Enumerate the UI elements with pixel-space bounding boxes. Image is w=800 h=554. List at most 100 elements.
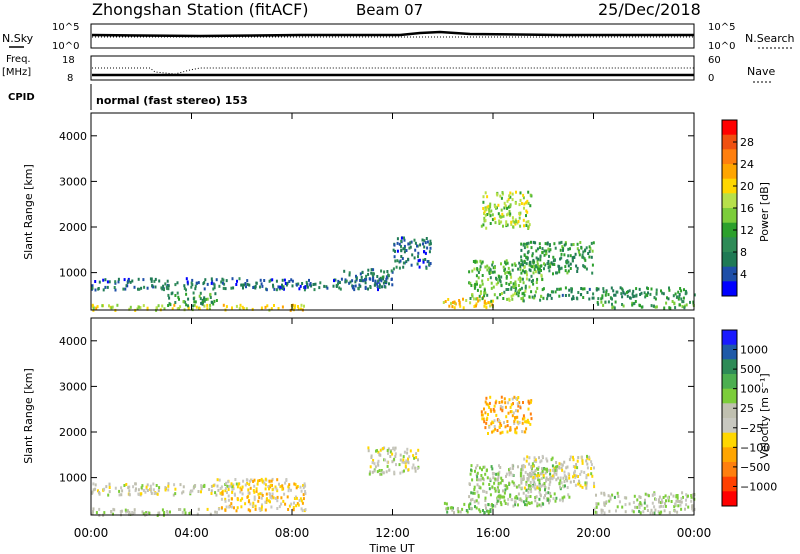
power-cell [560, 240, 563, 244]
velocity-cell [510, 403, 513, 407]
velocity-cell [495, 399, 498, 403]
velocity-cell [654, 498, 657, 501]
velocity-cell [551, 464, 554, 468]
power-cell [483, 301, 486, 305]
power-cell [524, 284, 527, 288]
power-cell [581, 253, 584, 257]
velocity-cell [595, 502, 598, 506]
velocity-cell [378, 469, 381, 472]
velocity-cell [541, 483, 544, 487]
velocity-cell [463, 502, 466, 506]
power-cell [304, 286, 307, 290]
nsky-panel: N.Sky 10^5 10^0 10^5 10^0 N.Search [2, 22, 795, 52]
power-cell [645, 293, 648, 297]
power-cell [528, 285, 531, 289]
velocity-cell [189, 510, 192, 514]
velocity-cell [501, 405, 504, 409]
velocity-cell [543, 467, 546, 470]
power-cell [230, 286, 233, 290]
velocity-cell [489, 395, 492, 399]
velocity-cell [490, 465, 493, 469]
velocity-cell [691, 504, 694, 508]
power-cell [403, 244, 406, 248]
power-cell [323, 284, 326, 288]
power-cell [473, 267, 476, 271]
power-cell [393, 243, 396, 247]
power-cell [309, 283, 312, 287]
velocity-cell [394, 446, 397, 450]
power-cell [394, 249, 396, 253]
power-cell [685, 289, 687, 293]
velocity-cell [141, 484, 144, 488]
colorbar-segment [722, 462, 737, 478]
power-cell [511, 198, 514, 202]
velocity-cell [624, 503, 627, 507]
power-cell [483, 294, 486, 298]
velocity-cell [511, 480, 514, 484]
velocity-cell [531, 477, 534, 481]
velocity-cell [95, 511, 98, 515]
velocity-cell [302, 497, 305, 501]
velocity-cell [642, 510, 645, 514]
power-cell [483, 288, 486, 292]
power-cell [490, 299, 493, 303]
power-cell [185, 277, 188, 281]
power-cell [110, 306, 113, 310]
velocity-cell [585, 459, 588, 463]
power-cell [485, 207, 488, 211]
power-cell [512, 219, 515, 223]
power-cell [588, 297, 591, 301]
velocity-cell [377, 459, 380, 463]
power-cell [381, 285, 383, 289]
velocity-cell [516, 415, 519, 419]
velocity-cell [549, 468, 552, 472]
velocity-cell [135, 487, 137, 491]
power-cell [177, 295, 180, 299]
power-cell [312, 283, 315, 286]
power-cell [491, 218, 494, 222]
power-cell [94, 280, 97, 283]
velocity-cell [581, 461, 584, 465]
velocity-cell [219, 491, 222, 495]
power-cell [534, 241, 537, 245]
power-cell [680, 289, 683, 293]
velocity-cell [497, 489, 500, 493]
nsearch-tick-top: 10^5 [708, 22, 735, 33]
velocity-cell [225, 481, 228, 485]
colorbar-tick-label: 16 [740, 202, 754, 215]
power-cell [488, 266, 491, 270]
power-cell [283, 287, 285, 291]
power-cell [653, 304, 655, 308]
velocity-cell [474, 505, 476, 509]
velocity-cell [298, 499, 301, 502]
power-cell [532, 271, 535, 275]
power-cell [209, 296, 212, 299]
power-cell [575, 264, 578, 268]
velocity-cell [484, 472, 487, 476]
power-cell [511, 192, 514, 196]
power-cell [254, 286, 257, 290]
power-cell [192, 291, 195, 295]
power-cell [246, 279, 249, 283]
velocity-cell [551, 477, 554, 481]
power-cell [531, 254, 534, 258]
velocity-cell [292, 508, 295, 512]
velocity-cell [496, 429, 499, 432]
power-cell [239, 303, 242, 307]
velocity-cell [411, 466, 414, 470]
velocity-cell [383, 446, 386, 450]
velocity-cell [680, 497, 683, 501]
power-cell [405, 249, 408, 252]
colorbar-tick-label: −100 [740, 441, 770, 454]
power-cell [508, 210, 511, 213]
velocity-cell [672, 494, 675, 498]
power-cell [335, 285, 338, 288]
velocity-cell [134, 482, 137, 486]
power-cell [285, 283, 288, 287]
power-cell [98, 280, 101, 284]
power-cell [361, 270, 364, 274]
velocity-cell [542, 475, 545, 479]
velocity-cell [515, 431, 518, 435]
velocity-cell [499, 405, 502, 408]
